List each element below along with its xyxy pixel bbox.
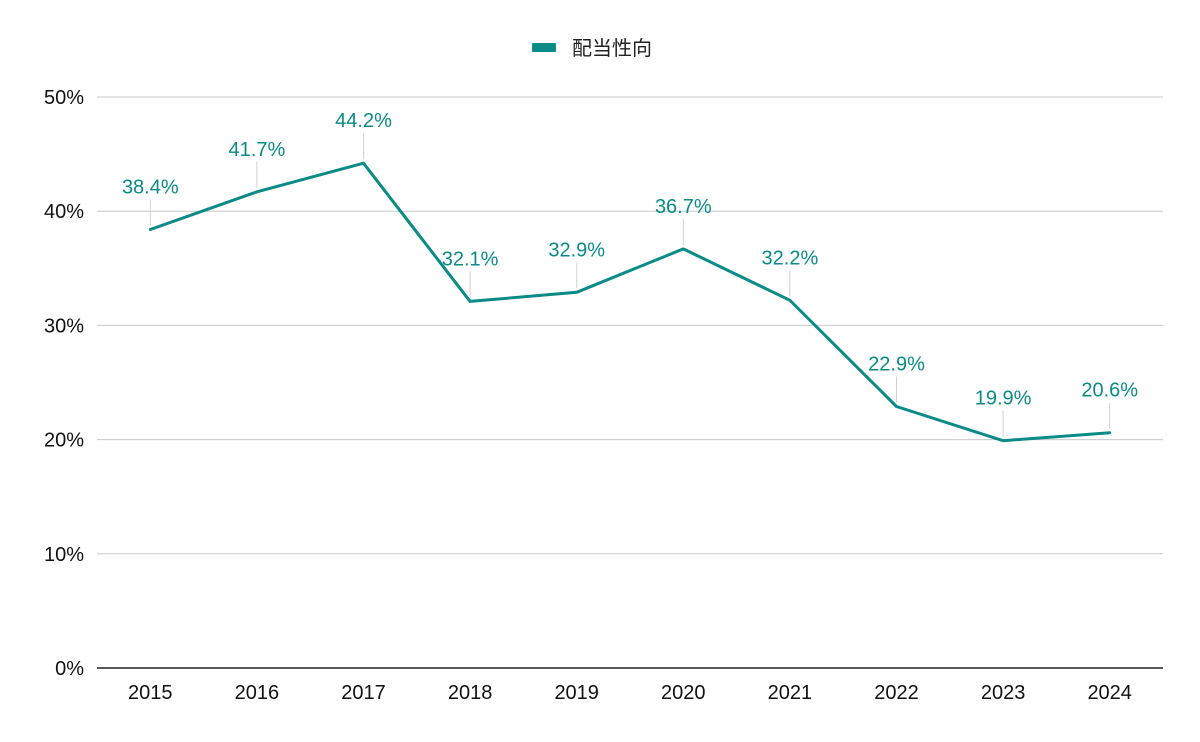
legend-label-series-1: 配当性向 <box>572 37 652 60</box>
x-tick-label: 2022 <box>874 682 919 704</box>
data-label: 20.6% <box>1081 380 1138 402</box>
y-tick-label: 10% <box>44 544 84 566</box>
x-tick-label: 2015 <box>128 682 173 704</box>
x-tick-label: 2021 <box>768 682 813 704</box>
y-tick-label: 40% <box>44 201 84 223</box>
data-label: 36.7% <box>655 196 712 218</box>
x-tick-label: 2016 <box>235 682 280 704</box>
y-tick-label: 20% <box>44 430 84 452</box>
y-tick-label: 0% <box>55 658 84 680</box>
y-tick-label: 50% <box>44 87 84 109</box>
data-label: 41.7% <box>229 139 286 161</box>
y-tick-label: 30% <box>44 315 84 337</box>
data-labels: 38.4% 41.7% 44.2% 32.1% 32.9% 36.7% 32.2% 22.9%… <box>122 110 1138 441</box>
data-label: 22.9% <box>868 353 925 375</box>
y-axis-tick-labels: 0% 10% 20% 30% 40% 50% <box>44 87 84 680</box>
x-tick-label: 2020 <box>661 682 706 704</box>
x-tick-label: 2019 <box>554 682 599 704</box>
legend: 配当性向 <box>532 37 652 60</box>
x-tick-label: 2018 <box>448 682 493 704</box>
x-tick-label: 2017 <box>341 682 386 704</box>
data-label: 19.9% <box>975 388 1032 410</box>
data-label: 44.2% <box>335 110 392 132</box>
data-label: 38.4% <box>122 176 179 198</box>
gridlines <box>97 96 1163 669</box>
x-axis-tick-labels: 2015 2016 2017 2018 2019 2020 2021 2022 2023 2024 <box>128 682 1132 704</box>
series-line-配当性向 <box>148 161 1112 443</box>
data-label: 32.1% <box>442 248 499 270</box>
data-label-leaders <box>149 133 1111 437</box>
data-label: 32.2% <box>762 247 819 269</box>
legend-swatch-series-1 <box>532 43 556 52</box>
x-tick-label: 2024 <box>1087 682 1132 704</box>
data-label: 32.9% <box>548 239 605 261</box>
x-tick-label: 2023 <box>981 682 1026 704</box>
